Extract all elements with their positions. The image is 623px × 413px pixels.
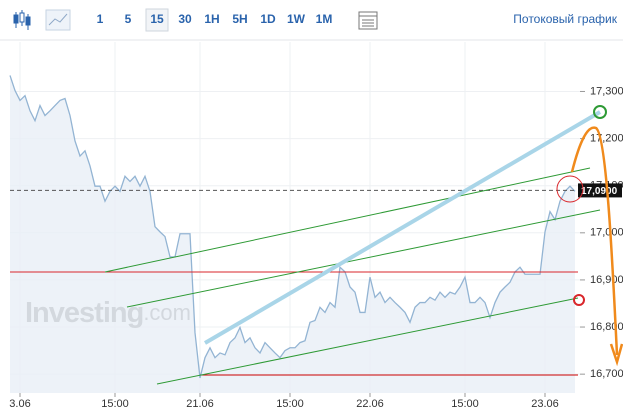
stream-chart-link[interactable]: Потоковый график xyxy=(513,12,617,26)
x-tick-label: 22.06 xyxy=(356,398,384,410)
x-tick-label: 15:00 xyxy=(451,398,479,410)
x-tick-label: 21.06 xyxy=(186,398,214,410)
interval-button[interactable]: 1M xyxy=(316,12,333,26)
current-price-tag xyxy=(578,183,622,198)
drawings xyxy=(10,105,623,385)
x-tick-label: 15:00 xyxy=(101,398,129,410)
selected-interval-box xyxy=(145,8,169,32)
channel-line xyxy=(104,167,591,273)
y-tick-label: 17,3000 xyxy=(590,85,623,97)
y-tick-label: 17,0000 xyxy=(590,227,623,239)
table-icon[interactable] xyxy=(358,11,378,30)
interval-button[interactable]: 5 xyxy=(125,12,132,26)
interval-button[interactable]: 5H xyxy=(232,12,247,26)
y-tick-label: 16,8000 xyxy=(590,321,623,333)
interval-button[interactable]: 30 xyxy=(178,12,192,26)
channel-line xyxy=(126,209,601,308)
candle-icon[interactable] xyxy=(13,10,31,30)
area xyxy=(10,75,575,394)
interval-button[interactable]: 1D xyxy=(260,12,276,26)
interval-button[interactable]: 15 xyxy=(150,12,164,26)
target-circle xyxy=(593,105,607,119)
area-icon[interactable] xyxy=(45,9,71,31)
x-tick-label: 23.06 xyxy=(531,398,559,410)
point-circle xyxy=(573,294,585,306)
toolbar: Потоковый график 1 5 15 30 1H 5H 1D 1W 1M xyxy=(0,8,623,41)
x-tick-label: 3.06 xyxy=(9,398,30,410)
interval-button[interactable]: 1H xyxy=(204,12,219,26)
trend-line xyxy=(203,110,602,345)
y-tick-label: 16,7000 xyxy=(590,368,623,380)
interval-button[interactable]: 1 xyxy=(97,12,104,26)
price-line xyxy=(9,75,576,379)
channel-line xyxy=(156,297,579,385)
interval-button[interactable]: 1W xyxy=(287,12,306,26)
y-tick-label: 16,9000 xyxy=(590,274,623,286)
current-price-label: 17,0900 xyxy=(581,186,618,197)
arrow-head xyxy=(609,343,623,367)
y-tick-label: 17,2000 xyxy=(590,132,623,144)
forecast-arrow xyxy=(570,126,619,356)
price-circle xyxy=(556,175,584,203)
x-tick-label: 15:00 xyxy=(276,398,304,410)
